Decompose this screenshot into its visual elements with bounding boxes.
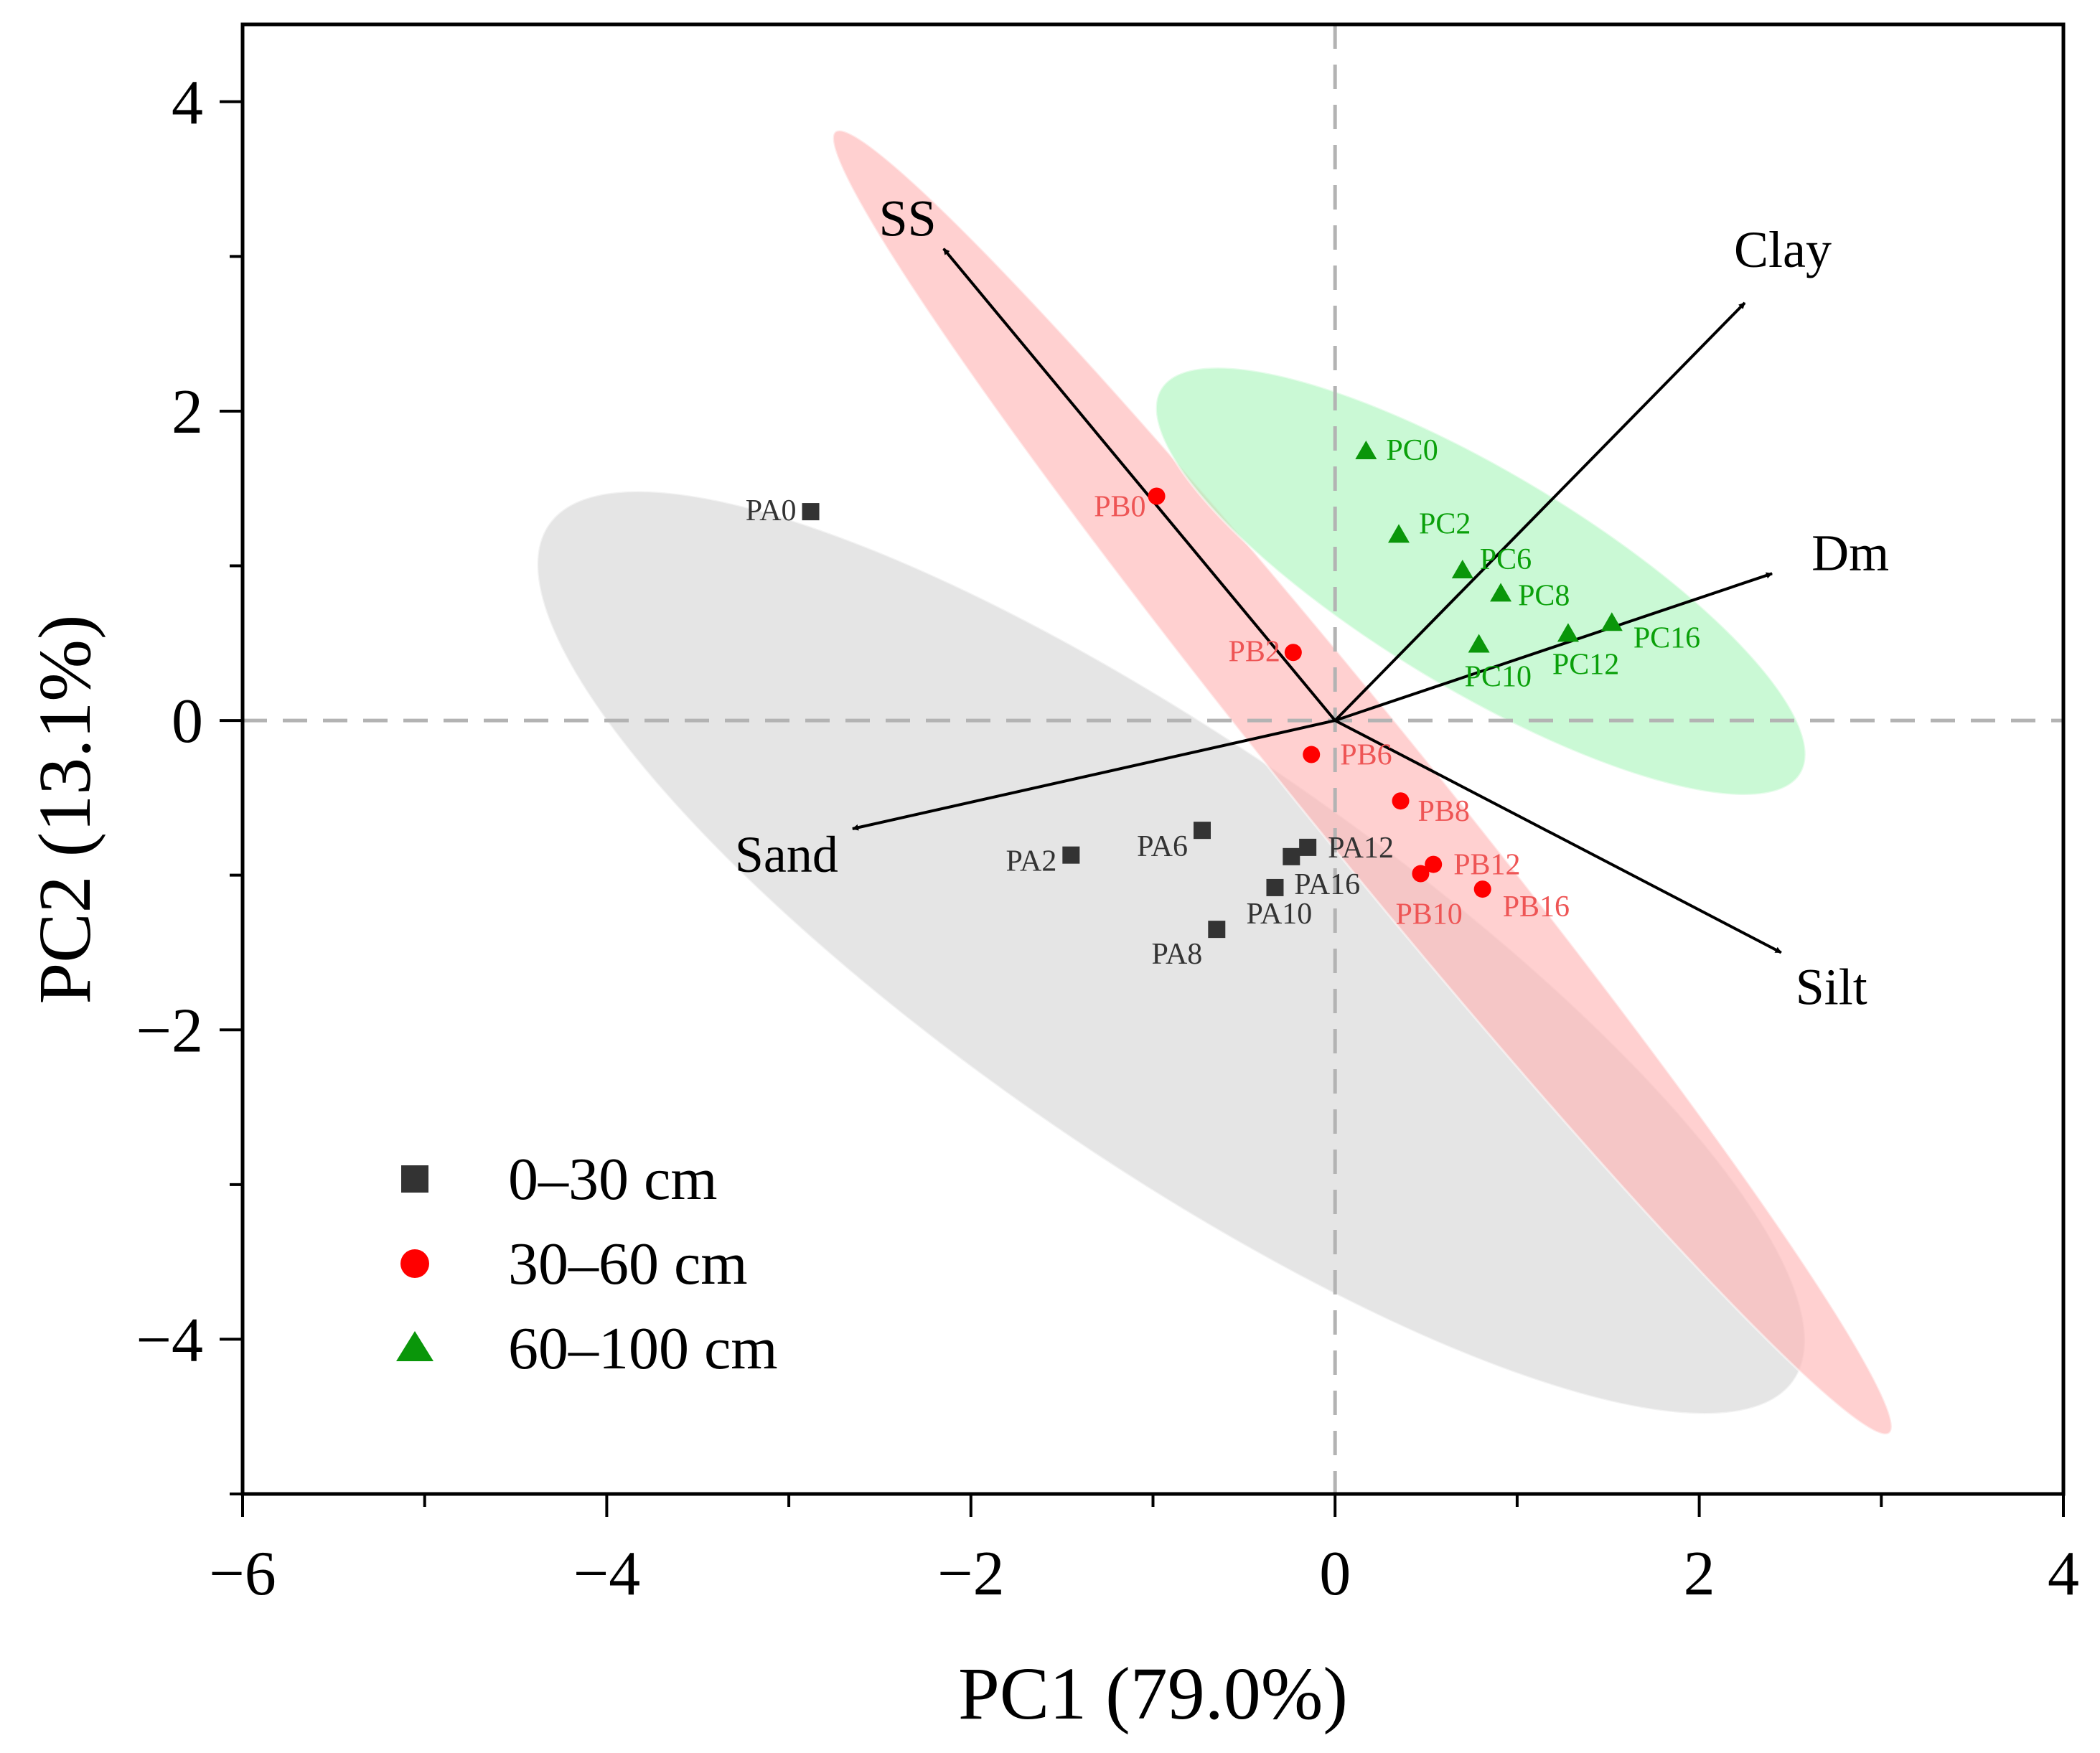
point-label-pc6: PC6	[1480, 543, 1532, 576]
point-pc6	[1451, 559, 1473, 578]
loading-arrow-silt	[1334, 719, 1782, 954]
point-pc10	[1468, 634, 1490, 653]
point-pb6	[1303, 746, 1321, 763]
axes: −6 −4 −2 0 2 4 −4 −2 0 2 4 PC1 (79.0%) PC2 (13.1%…	[24, 22, 2079, 1735]
point-pb2	[1284, 644, 1302, 662]
point-pa16	[1283, 847, 1300, 865]
confidence-ellipse-2	[832, 129, 1893, 1436]
legend-label-1: 0–30 cm	[508, 1146, 718, 1213]
point-label-pa8: PA8	[1151, 938, 1202, 971]
point-pb8	[1392, 792, 1410, 810]
point-label-pa2: PA2	[1006, 845, 1056, 878]
loading-arrow-sand	[852, 719, 1336, 831]
confidence-ellipse-3	[1155, 366, 1807, 796]
point-label-pb10: PB10	[1395, 898, 1462, 931]
x-axis-title: PC1 (79.0%)	[958, 1653, 1348, 1735]
loading-arrow-dm	[1334, 572, 1773, 723]
point-pc16	[1600, 612, 1623, 631]
y-tick-label: −4	[136, 1305, 203, 1375]
point-label-pb2: PB2	[1228, 635, 1280, 668]
point-pc12	[1557, 623, 1579, 642]
x-tick-label: 2	[1684, 1539, 1715, 1609]
legend-marker-3	[396, 1331, 433, 1361]
x-tick-label: 4	[2048, 1539, 2079, 1609]
point-label-pb16: PB16	[1503, 890, 1570, 924]
point-label-pc0: PC0	[1386, 434, 1438, 467]
point-pa10	[1266, 878, 1284, 896]
x-tick-label: −6	[209, 1539, 276, 1609]
x-ticks: −6 −4 −2 0 2 4	[209, 1494, 2079, 1609]
point-label-pb6: PB6	[1340, 739, 1392, 772]
x-tick-label: −4	[573, 1539, 641, 1609]
point-pb16	[1473, 880, 1491, 898]
x-tick-label: −2	[937, 1539, 1005, 1609]
y-tick-label: 0	[172, 687, 203, 756]
point-pa0	[802, 503, 820, 521]
point-label-pa12: PA12	[1328, 832, 1394, 865]
loading-label-sand: Sand	[735, 826, 838, 883]
y-tick-label: −2	[136, 996, 203, 1066]
legend: 0–30 cm 30–60 cm 60–100 cm	[396, 1146, 778, 1382]
loading-label-ss: SS	[879, 190, 937, 248]
point-pc0	[1355, 440, 1377, 459]
point-pc8	[1490, 583, 1512, 602]
point-label-pc2: PC2	[1419, 507, 1471, 540]
point-pb12	[1425, 855, 1443, 873]
loading-label-clay: Clay	[1734, 221, 1832, 278]
point-label-pa6: PA6	[1137, 830, 1188, 863]
point-pa6	[1193, 822, 1211, 840]
legend-label-2: 30–60 cm	[508, 1231, 748, 1297]
point-pb10	[1412, 865, 1430, 883]
legend-marker-2	[400, 1249, 429, 1278]
point-label-pc16: PC16	[1633, 621, 1700, 654]
x-tick-label: 0	[1319, 1539, 1351, 1609]
point-label-pb12: PB12	[1453, 849, 1520, 882]
loading-arrow-clay	[1333, 301, 1746, 722]
point-label-pc8: PC8	[1518, 579, 1570, 612]
point-pb0	[1148, 487, 1166, 505]
y-axis-title: PC2 (13.1%)	[24, 614, 106, 1004]
point-pa2	[1062, 846, 1080, 864]
loading-label-silt: Silt	[1796, 958, 1867, 1015]
point-label-pa16: PA16	[1294, 868, 1360, 901]
point-label-pc10: PC10	[1465, 660, 1532, 693]
loading-label-dm: Dm	[1811, 524, 1889, 581]
loading-vectors: SS Clay Dm Sand Silt	[735, 190, 1889, 1016]
reference-lines	[243, 24, 2063, 1494]
y-ticks: −4 −2 0 2 4	[136, 68, 243, 1495]
point-pc2	[1387, 524, 1410, 543]
legend-label-3: 60–100 cm	[508, 1315, 778, 1382]
point-label-pb8: PB8	[1418, 795, 1470, 828]
legend-marker-1	[401, 1165, 428, 1193]
point-pa12	[1299, 838, 1317, 856]
loading-arrow-ss	[942, 248, 1336, 722]
point-label-pc12: PC12	[1552, 648, 1619, 681]
y-tick-label: 2	[172, 377, 203, 447]
point-label-pb0: PB0	[1094, 491, 1145, 524]
point-label-pa10: PA10	[1246, 898, 1312, 931]
y-tick-label: 4	[172, 68, 203, 138]
point-pa8	[1208, 921, 1226, 939]
point-label-pa0: PA0	[746, 494, 797, 527]
